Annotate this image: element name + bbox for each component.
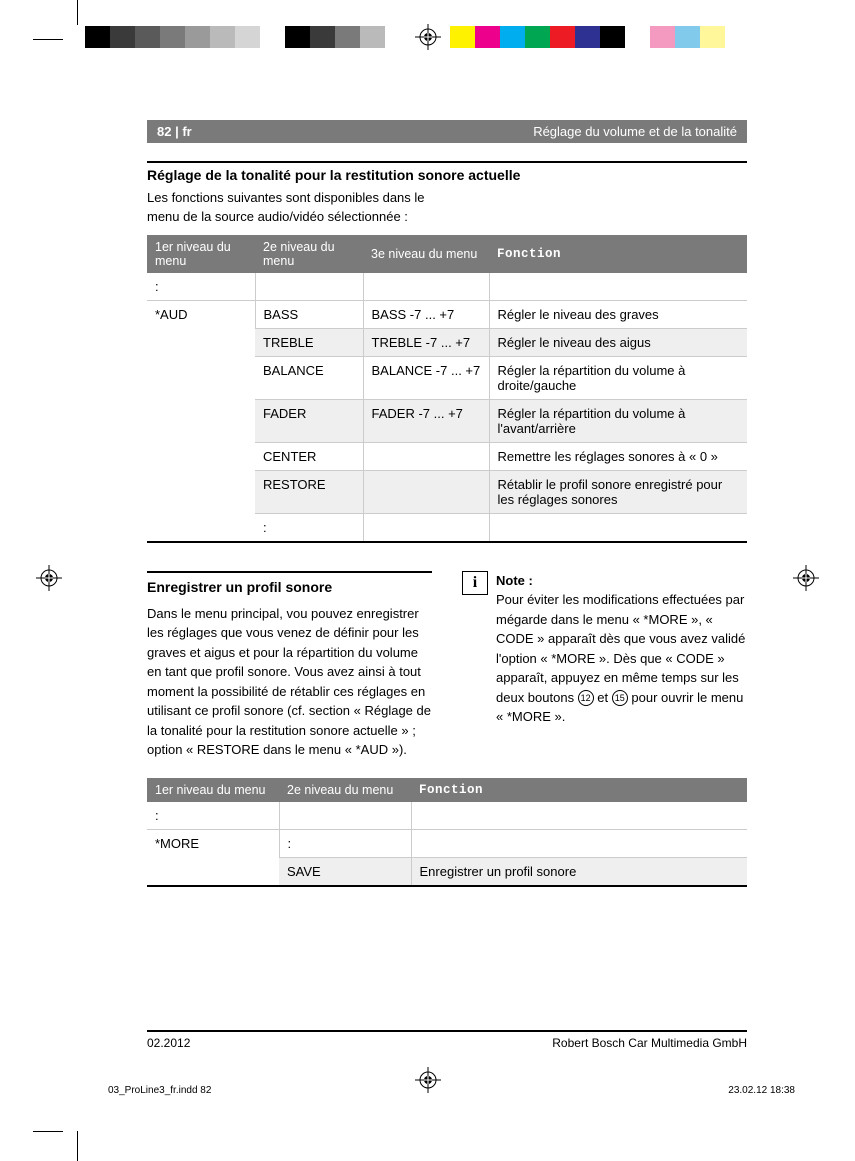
swatch (210, 26, 235, 48)
table-cell: BALANCE (255, 356, 363, 399)
heading-save-profile: Enregistrer un profil sonore (147, 577, 432, 598)
registration-mark-right (793, 565, 819, 591)
table-cell (411, 829, 747, 857)
section-title: Réglage du volume et de la tonalité (533, 124, 737, 139)
table-cell: FADER (255, 399, 363, 442)
table-cell (363, 273, 489, 301)
col-header: 1er niveau du menu (147, 778, 279, 802)
swatch (260, 26, 285, 48)
swatch (85, 26, 110, 48)
registration-mark-left (36, 565, 62, 591)
table-cell (363, 513, 489, 542)
table-cell: Remettre les réglages sonores à « 0 » (489, 442, 747, 470)
table-cell: : (279, 829, 411, 857)
swatch (475, 26, 500, 48)
print-slug: 03_ProLine3_fr.indd 82 23.02.12 18:38 (108, 1085, 795, 1096)
footer-date: 02.2012 (147, 1036, 190, 1050)
table-cell: Rétablir le profil sonore enregistré pou… (489, 470, 747, 513)
page-footer: 02.2012 Robert Bosch Car Multimedia GmbH (147, 1030, 747, 1050)
swatch (500, 26, 525, 48)
slug-file: 03_ProLine3_fr.indd 82 (108, 1085, 211, 1096)
col-header: Fonction (411, 778, 747, 802)
table-cell: TREBLE (255, 328, 363, 356)
table-cell (489, 273, 747, 301)
swatch (525, 26, 550, 48)
swatch (310, 26, 335, 48)
table-cell (255, 273, 363, 301)
table-cell: BALANCE -7 ... +7 (363, 356, 489, 399)
col-header: Fonction (489, 235, 747, 273)
table-cell: : (255, 513, 363, 542)
swatch (110, 26, 135, 48)
page-number-lang: 82 | fr (157, 124, 192, 139)
info-icon: i (462, 571, 488, 595)
col-header: 2e niveau du menu (255, 235, 363, 273)
registration-mark-top (415, 24, 441, 50)
table-cell: SAVE (279, 857, 411, 886)
table-cell: Régler le niveau des graves (489, 300, 747, 328)
col-header: 1er niveau du menu (147, 235, 255, 273)
table-cell: : (147, 273, 255, 301)
slug-date: 23.02.12 18:38 (728, 1085, 795, 1096)
swatch (625, 26, 650, 48)
grayscale-bar (85, 26, 385, 48)
swatch (450, 26, 475, 48)
table-cell: TREBLE -7 ... +7 (363, 328, 489, 356)
table-cell (363, 442, 489, 470)
swatch (575, 26, 600, 48)
table-cell (411, 802, 747, 830)
table-cell (363, 470, 489, 513)
swatch (650, 26, 675, 48)
table-cell: FADER -7 ... +7 (363, 399, 489, 442)
table-cell: : (147, 802, 279, 830)
swatch (335, 26, 360, 48)
save-profile-body: Dans le menu principal, vou pouvez enreg… (147, 604, 432, 760)
table-cell: Régler le niveau des aigus (489, 328, 747, 356)
swatch (700, 26, 725, 48)
swatch (550, 26, 575, 48)
swatch (600, 26, 625, 48)
col-header: 2e niveau du menu (279, 778, 411, 802)
note-text: Pour éviter les modifications effectuées… (496, 592, 745, 724)
color-bar (450, 26, 725, 48)
table-audio-menu: 1er niveau du menu2e niveau du menu3e ni… (147, 235, 747, 543)
table-more-menu: 1er niveau du menu2e niveau du menuFonct… (147, 778, 747, 887)
swatch (235, 26, 260, 48)
button-ref-12: 12 (578, 690, 594, 706)
footer-company: Robert Bosch Car Multimedia GmbH (552, 1036, 747, 1050)
swatch (160, 26, 185, 48)
table-cell: Enregistrer un profil sonore (411, 857, 747, 886)
swatch (135, 26, 160, 48)
swatch (185, 26, 210, 48)
table-cell: Régler la répartition du volume à l'avan… (489, 399, 747, 442)
table-cell: *MORE (147, 829, 279, 886)
table-cell: BASS (255, 300, 363, 328)
intro-text: Les fonctions suivantes sont disponibles… (147, 189, 447, 227)
note-label: Note : (496, 571, 747, 591)
table-cell: BASS -7 ... +7 (363, 300, 489, 328)
heading-tone-adjust: Réglage de la tonalité pour la restituti… (147, 167, 747, 183)
page-header: 82 | fr Réglage du volume et de la tonal… (147, 120, 747, 143)
table-cell: CENTER (255, 442, 363, 470)
table-cell: RESTORE (255, 470, 363, 513)
swatch (360, 26, 385, 48)
table-cell (489, 513, 747, 542)
table-cell (279, 802, 411, 830)
swatch (285, 26, 310, 48)
button-ref-15: 15 (612, 690, 628, 706)
swatch (675, 26, 700, 48)
table-cell: Régler la répartition du volume à droite… (489, 356, 747, 399)
col-header: 3e niveau du menu (363, 235, 489, 273)
note-box: i Note : Pour éviter les modifications e… (462, 571, 747, 727)
table-cell: *AUD (147, 300, 255, 542)
